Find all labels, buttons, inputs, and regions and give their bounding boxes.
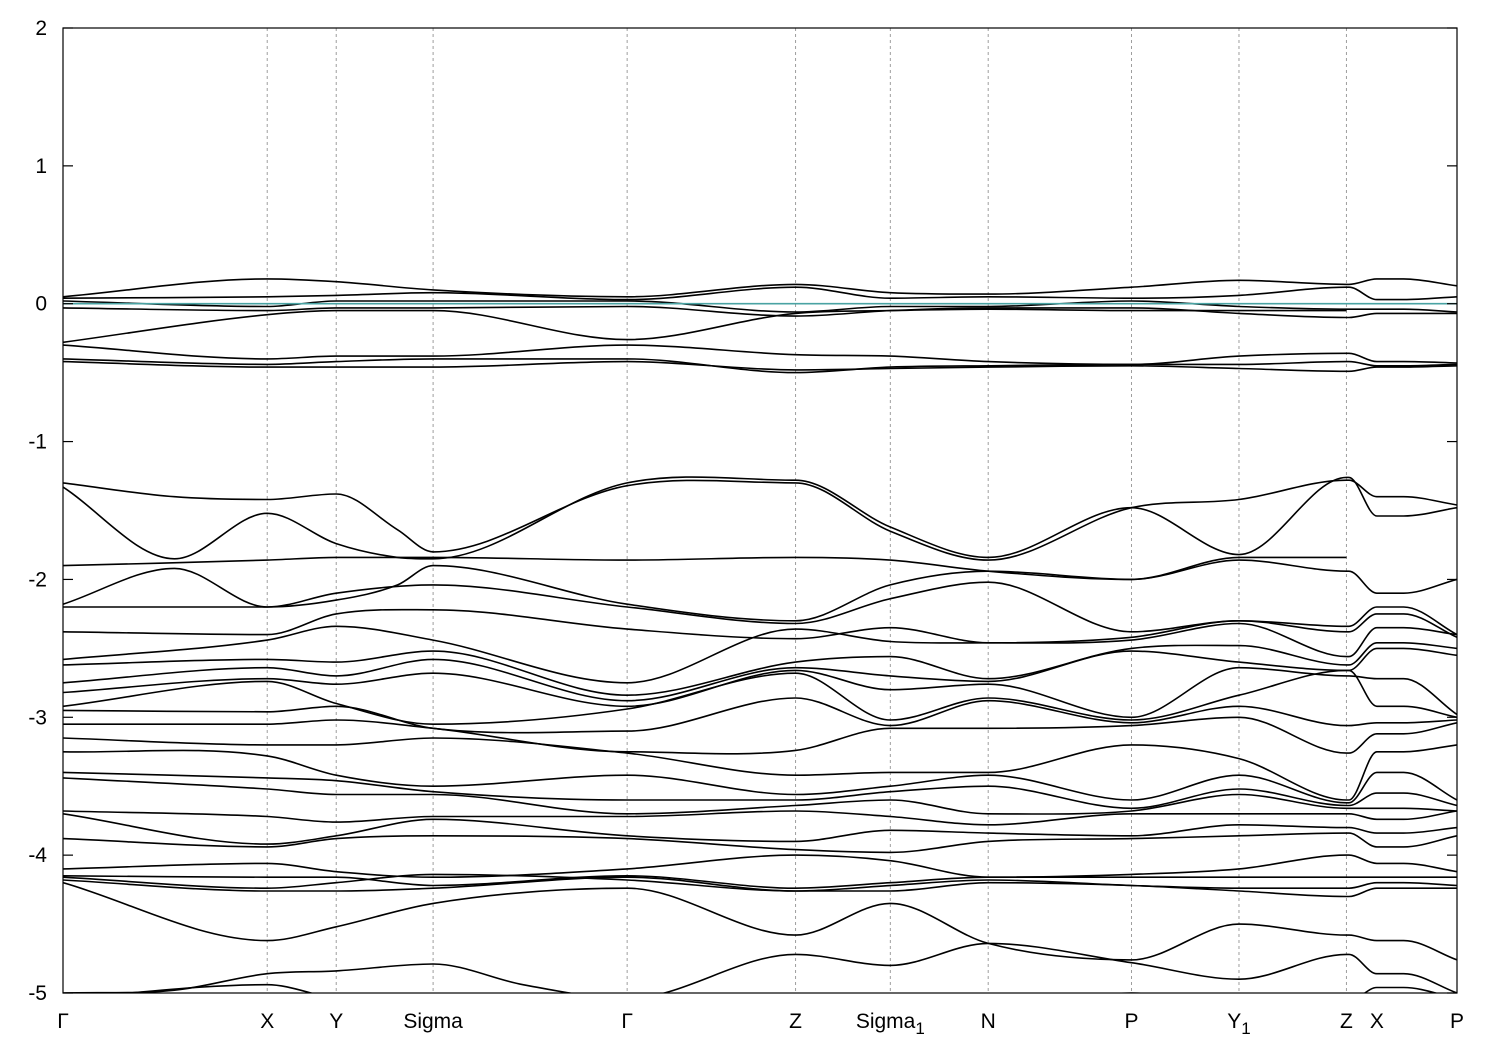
y-tick-label: -1 [28, 431, 47, 454]
band-line-34 [63, 942, 1457, 993]
y-tick-label: 0 [35, 293, 47, 316]
x-tick-label-main: Y [329, 1010, 343, 1033]
band-line-24 [63, 771, 1457, 810]
band-line-5 [63, 308, 1347, 344]
band-line-7 [63, 358, 1457, 374]
band-line-30 [63, 875, 1457, 889]
band-line-27 [63, 813, 1457, 845]
band-line-29 [63, 854, 1457, 878]
band-line-18 [63, 666, 1457, 719]
y-tick-label: 2 [35, 17, 47, 40]
band-line-33 [63, 881, 1457, 961]
y-tick-label: -2 [28, 568, 47, 591]
y-tick-label: -3 [28, 706, 47, 729]
x-tick-label: Γ [621, 1010, 633, 1033]
band-line-16 [63, 642, 1457, 696]
x-tick-label: P [1124, 1010, 1138, 1033]
y-axis-ticks: -5 -4 -3 -2 -1 0 1 2 [28, 17, 1457, 1005]
x-tick-label-main: Sigma [856, 1010, 916, 1033]
x-tick-label: Y1 [1227, 1010, 1250, 1038]
band-line-9 [63, 479, 1457, 561]
x-tick-label-main: N [981, 1010, 996, 1033]
x-tick-label-main: P [1124, 1010, 1138, 1033]
x-tick-label-subscript: 1 [1241, 1019, 1250, 1038]
band-line-3 [63, 300, 1457, 313]
band-line-2 [63, 286, 1457, 301]
x-tick-label-main: Γ [621, 1010, 633, 1033]
x-tick-label: P [1450, 1010, 1464, 1033]
y-tick-label: -4 [28, 844, 47, 867]
plot-frame [62, 27, 1458, 994]
band-line-26 [63, 810, 1457, 826]
band-line-22 [63, 737, 1457, 801]
x-tick-label: Γ [57, 1010, 69, 1033]
x-tick-label-main: Z [789, 1010, 802, 1033]
x-tick-label: X [260, 1010, 274, 1033]
x-tick-label: Sigma [403, 1010, 463, 1033]
x-tick-label: Z [1340, 1010, 1353, 1033]
x-tick-label: Y [329, 1010, 343, 1033]
x-tick-label-main: Γ [57, 1010, 69, 1033]
band-line-8 [63, 360, 1457, 373]
x-tick-label-main: Z [1340, 1010, 1353, 1033]
band-line-14 [63, 608, 1457, 644]
band-line-31 [63, 873, 1457, 892]
band-line-20 [63, 697, 1457, 734]
band-line-25 [63, 777, 1457, 815]
band-line-32 [63, 876, 1457, 898]
x-axis-ticks: Γ X Y Sigma Γ Z Sigma1 N P Y1 Z PX [57, 1010, 1464, 1038]
y-tick-label: 1 [35, 155, 47, 178]
y-tick-label: -5 [28, 982, 47, 1005]
band-line-21 [63, 716, 1457, 755]
band-line-6 [63, 344, 1457, 366]
band-line-12 [63, 559, 1457, 622]
x-tick-label: Sigma1 [856, 1010, 925, 1038]
band-line-10 [63, 476, 1457, 560]
x-tick-label: X [1370, 1010, 1384, 1033]
x-tick-label-main: P [1450, 1010, 1464, 1033]
x-tick-label-subscript: 1 [915, 1019, 924, 1038]
x-tick-label-main: X [260, 1010, 274, 1033]
x-tick-label: Z [789, 1010, 802, 1033]
x-tick-label: N [981, 1010, 996, 1033]
band-line-23 [63, 749, 1457, 804]
band-lines [63, 278, 1457, 993]
kpoint-gridlines [266, 28, 1347, 993]
x-tick-label-main: Y [1227, 1010, 1241, 1033]
band-line-13 [63, 581, 1457, 636]
band-line-1 [63, 278, 1457, 298]
band-line-19 [63, 669, 1457, 725]
x-tick-label-main: Sigma [403, 1010, 463, 1033]
band-line-28 [63, 832, 1457, 854]
band-line-15 [63, 622, 1457, 684]
